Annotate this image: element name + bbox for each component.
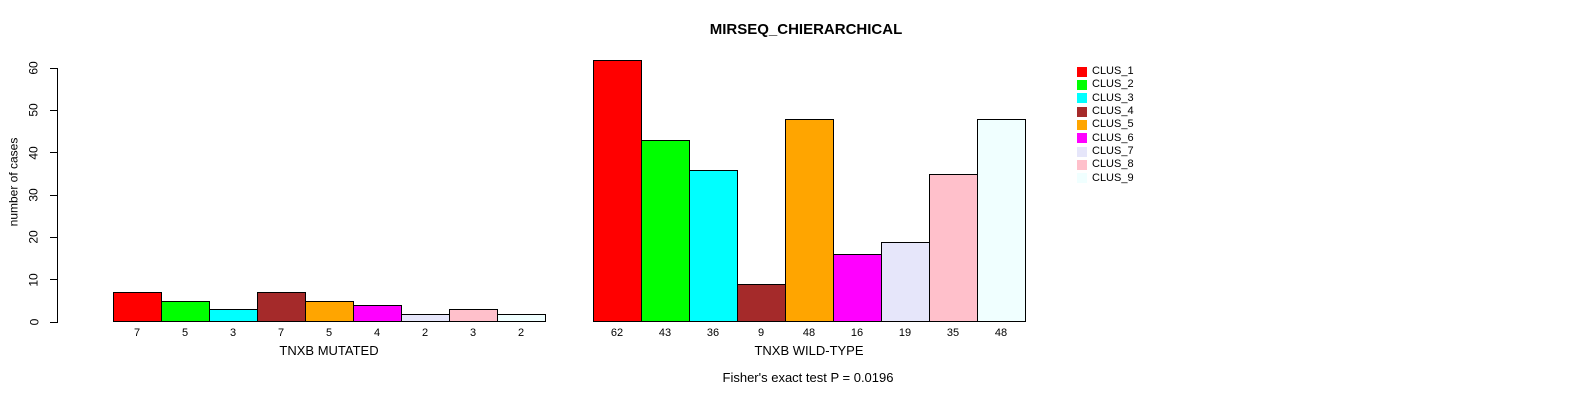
- y-axis-line: [57, 68, 58, 323]
- legend-item-clus_7: CLUS_7: [1077, 145, 1134, 158]
- bar-value-label: 2: [517, 327, 525, 339]
- legend-label: CLUS_9: [1092, 171, 1134, 184]
- y-tick-label-text: 30: [26, 188, 41, 202]
- legend-swatch-clus_7: [1077, 146, 1087, 157]
- fisher-test-annotation: Fisher's exact test P = 0.0196: [722, 370, 894, 385]
- y-tick-label-text: 0: [27, 318, 41, 326]
- bar-clus_8: [929, 174, 978, 322]
- y-tick: [50, 321, 57, 323]
- legend-swatch-clus_3: [1077, 93, 1087, 104]
- bar-value-label: 35: [946, 327, 960, 339]
- bar-clus_8: [449, 309, 498, 322]
- legend: CLUS_1 CLUS_2 CLUS_3 CLUS_4 CLUS_5 CLUS_6 CLUS…: [1077, 0, 1207, 220]
- legend-item-clus_4: CLUS_4: [1077, 105, 1134, 118]
- y-tick: [50, 279, 57, 281]
- bar-clus_4: [737, 284, 786, 322]
- bar-value-label: 43: [658, 327, 672, 339]
- bar-clus_2: [161, 301, 210, 322]
- y-tick-label-text: 40: [26, 145, 41, 160]
- legend-swatch-clus_1: [1077, 66, 1087, 77]
- y-tick: [50, 152, 57, 154]
- bar-clus_5: [305, 301, 354, 322]
- y-tick-label: 50: [24, 90, 44, 130]
- legend-swatch-clus_9: [1077, 173, 1087, 184]
- legend-item-clus_1: CLUS_1: [1077, 65, 1134, 78]
- y-tick: [50, 194, 57, 196]
- bar-value-label: 3: [469, 327, 477, 339]
- y-tick-label-text: 20: [26, 230, 41, 245]
- bar-value-label: 3: [229, 327, 237, 339]
- legend-item-clus_3: CLUS_3: [1077, 92, 1134, 105]
- bar-clus_7: [881, 242, 930, 322]
- legend-label: CLUS_3: [1092, 91, 1134, 104]
- bar-clus_6: [833, 254, 882, 322]
- bar-clus_9: [977, 119, 1026, 322]
- y-tick: [50, 67, 57, 69]
- bar-clus_7: [401, 314, 450, 322]
- bar-value-label: 2: [421, 327, 429, 339]
- y-axis-title: number of cases: [6, 137, 20, 227]
- bar-value-label: 62: [610, 327, 624, 339]
- bar-value-label: 19: [898, 327, 912, 339]
- legend-item-clus_9: CLUS_9: [1077, 172, 1134, 185]
- bar-clus_2: [641, 140, 690, 322]
- legend-swatch-clus_2: [1077, 79, 1087, 90]
- y-tick: [50, 236, 57, 238]
- legend-label: CLUS_1: [1092, 65, 1134, 77]
- legend-item-clus_6: CLUS_6: [1077, 132, 1134, 145]
- y-tick: [50, 109, 57, 111]
- x-axis-label-tnxb-wild-type: TNXB WILD-TYPE: [754, 343, 864, 358]
- y-tick-label: 40: [24, 133, 44, 173]
- bar-clus_5: [785, 119, 834, 322]
- bar-clus_1: [593, 60, 642, 322]
- bar-clus_1: [113, 292, 162, 322]
- y-tick-label-text: 50: [26, 103, 41, 118]
- y-tick-label: 20: [24, 217, 44, 257]
- bar-clus_6: [353, 305, 402, 322]
- bar-value-label: 9: [757, 327, 765, 339]
- bar-clus_9: [497, 314, 546, 322]
- y-tick-label: 60: [24, 48, 44, 88]
- y-tick-label: 0: [24, 302, 44, 342]
- bar-value-label: 7: [277, 327, 285, 339]
- bar-value-label: 4: [373, 327, 381, 339]
- legend-label: CLUS_4: [1092, 105, 1134, 118]
- bar-value-label: 5: [181, 327, 189, 339]
- legend-swatch-clus_5: [1077, 119, 1087, 130]
- y-tick-label-text: 10: [26, 272, 41, 287]
- legend-label: CLUS_2: [1092, 78, 1134, 91]
- legend-swatch-clus_6: [1077, 133, 1087, 144]
- legend-swatch-clus_4: [1077, 106, 1087, 117]
- bar-clus_3: [689, 170, 738, 322]
- legend-item-clus_2: CLUS_2: [1077, 78, 1134, 91]
- y-tick-label: 10: [24, 260, 44, 300]
- bar-value-label: 5: [325, 327, 333, 339]
- chart-title: MIRSEQ_CHIERARCHICAL: [709, 21, 903, 38]
- legend-label: CLUS_8: [1092, 158, 1134, 171]
- legend-item-clus_5: CLUS_5: [1077, 118, 1134, 131]
- legend-item-clus_8: CLUS_8: [1077, 158, 1134, 171]
- bar-value-label: 36: [706, 327, 720, 339]
- y-tick-label-text: 60: [26, 61, 41, 75]
- bar-clus_3: [209, 309, 258, 322]
- y-axis-title-box: number of cases: [0, 55, 26, 309]
- bar-value-label: 48: [802, 327, 816, 339]
- y-tick-label: 30: [24, 175, 44, 215]
- legend-label: CLUS_6: [1092, 131, 1134, 144]
- bar-value-label: 16: [850, 327, 864, 339]
- legend-label: CLUS_7: [1092, 145, 1134, 158]
- bar-value-label: 48: [994, 327, 1008, 339]
- legend-label: CLUS_5: [1092, 118, 1134, 131]
- bar-value-label: 7: [133, 327, 141, 339]
- x-axis-label-tnxb-mutated: TNXB MUTATED: [279, 343, 379, 358]
- legend-swatch-clus_8: [1077, 159, 1087, 170]
- bar-clus_4: [257, 292, 306, 322]
